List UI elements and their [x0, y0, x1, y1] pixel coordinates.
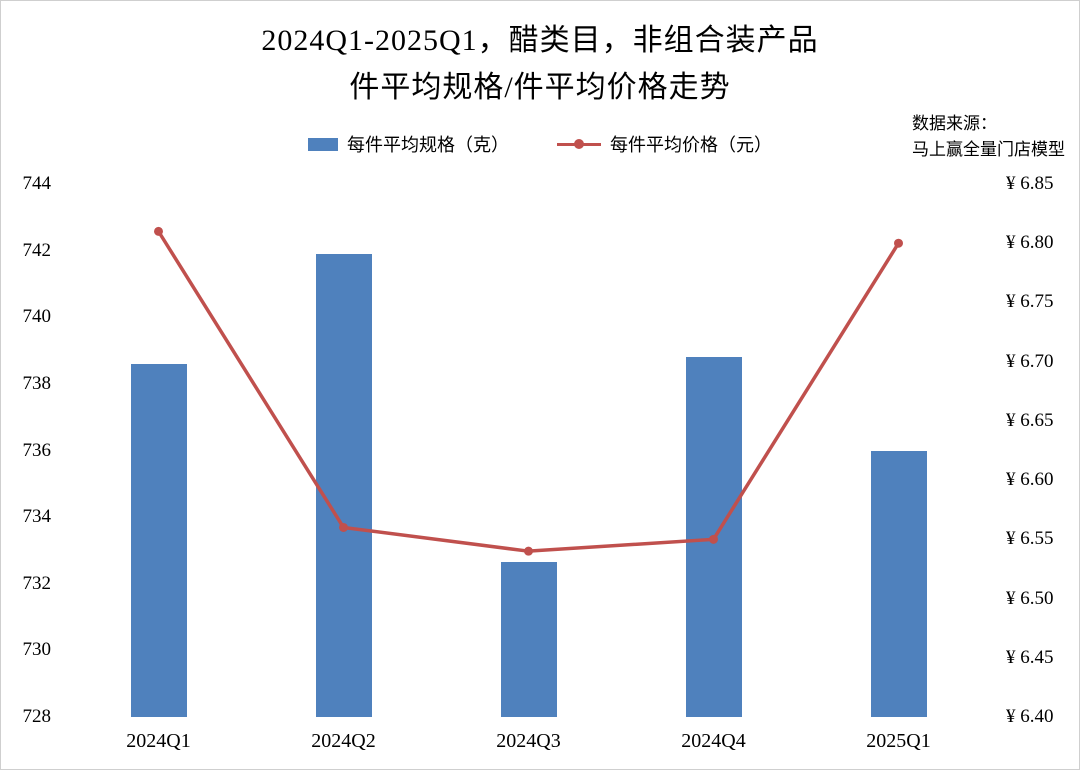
x-axis-label: 2024Q4 [681, 730, 746, 752]
x-axis-label: 2025Q1 [866, 730, 931, 752]
left-axis-tick-label: 728 [22, 706, 52, 727]
left-axis-tick-label: 738 [22, 372, 52, 394]
left-axis-tick-label: 744 [22, 173, 52, 194]
right-axis-tick-label: ¥ 6.50 [1006, 587, 1054, 609]
price-point-2024Q1 [154, 226, 163, 236]
line-marker-dot [574, 139, 584, 149]
legend-label-avg-spec: 每件平均规格（克） [347, 135, 509, 155]
price-point-2024Q2 [339, 522, 348, 532]
right-axis-tick-label: ¥ 6.85 [1006, 173, 1054, 194]
legend-item-avg-price: 每件平均价格（元） [557, 131, 772, 157]
x-axis-label: 2024Q1 [126, 730, 191, 752]
legend: 每件平均规格（克） 每件平均价格（元） [1, 131, 1079, 157]
left-axis-tick-label: 740 [22, 306, 52, 328]
price-point-2024Q4 [709, 534, 718, 544]
left-axis-tick-label: 736 [22, 439, 52, 461]
right-axis-tick-label: ¥ 6.60 [1006, 469, 1054, 491]
line-series-marker-icon [557, 138, 601, 150]
price-line [157, 230, 900, 553]
price-point-2024Q3 [524, 546, 533, 556]
price-point-2025Q1 [894, 238, 903, 248]
left-axis-tick-label: 732 [22, 572, 52, 594]
left-axis-tick-label: 742 [22, 239, 52, 261]
right-axis-tick-label: ¥ 6.65 [1006, 409, 1054, 431]
right-axis-tick-label: ¥ 6.75 [1006, 291, 1054, 313]
bar-series-marker-icon [308, 137, 338, 151]
data-source-line1: 数据来源： [912, 114, 997, 133]
data-source-note: 数据来源： 马上赢全量门店模型 [912, 111, 1065, 163]
right-axis-tick-label: ¥ 6.55 [1006, 528, 1054, 550]
x-axis-label: 2024Q3 [496, 730, 561, 752]
right-axis-tick-label: ¥ 6.80 [1006, 232, 1054, 254]
bar-2025Q1 [870, 450, 927, 717]
chart-title: 2024Q1-2025Q1，醋类目，非组合装产品 件平均规格/件平均价格走势 [1, 17, 1079, 111]
chart-title-line2: 件平均规格/件平均价格走势 [349, 71, 731, 104]
data-source-line2: 马上赢全量门店模型 [912, 140, 1065, 159]
left-axis-tick-label: 734 [22, 506, 52, 528]
bar-2024Q3 [500, 562, 557, 717]
bar-2024Q2 [315, 253, 372, 717]
price-line-layer [154, 226, 903, 556]
legend-item-avg-spec: 每件平均规格（克） [308, 131, 509, 157]
x-axis-label: 2024Q2 [311, 730, 376, 752]
chart-title-line1: 2024Q1-2025Q1，醋类目，非组合装产品 [261, 24, 819, 57]
legend-label-avg-price: 每件平均价格（元） [610, 135, 772, 155]
left-axis-tick-label: 730 [22, 639, 52, 661]
right-axis-tick-label: ¥ 6.40 [1006, 706, 1054, 727]
bar-2024Q1 [130, 363, 187, 717]
right-axis-tick-label: ¥ 6.45 [1006, 646, 1054, 668]
right-axis-tick-label: ¥ 6.70 [1006, 350, 1054, 372]
